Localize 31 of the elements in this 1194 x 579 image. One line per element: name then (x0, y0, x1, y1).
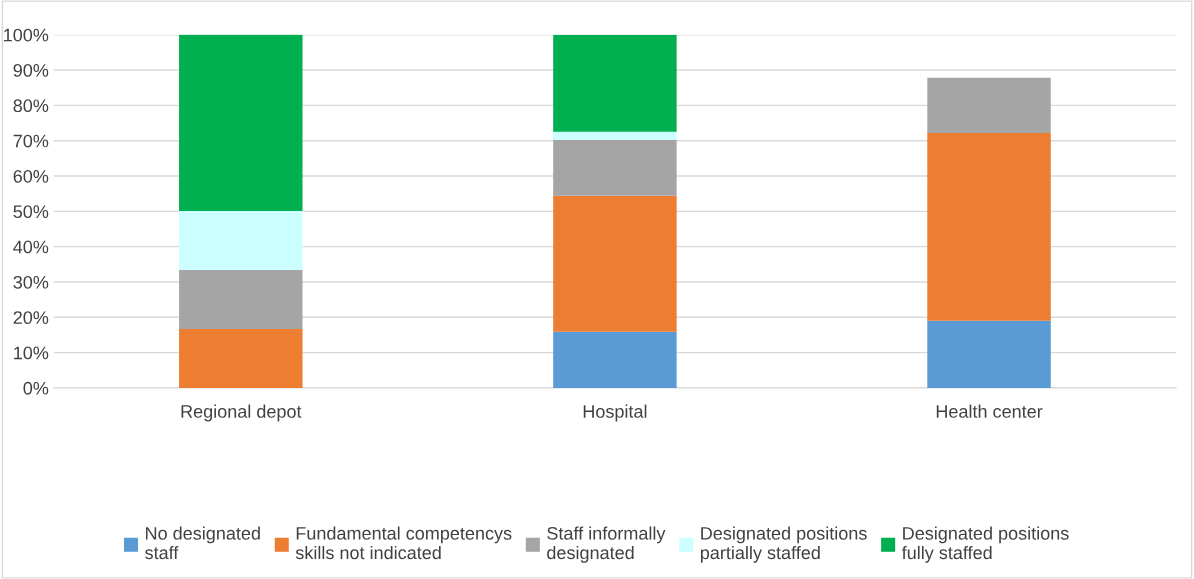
y-tick-label: 20% (13, 311, 49, 325)
y-tick-label: 10% (14, 346, 49, 360)
y-tick-label: 70% (13, 134, 49, 148)
x-tick-label: Hospital (583, 404, 647, 422)
y-tick-label: 80% (13, 99, 49, 113)
bar (927, 320, 1051, 388)
x-tick-label: Health center (936, 404, 1043, 418)
y-tick-label: 40% (13, 240, 49, 254)
bar (179, 34, 303, 211)
y-tick-label: 30% (13, 275, 49, 289)
y-tick-label: 60% (13, 169, 49, 183)
bar (179, 328, 303, 388)
bar (553, 34, 677, 132)
legend-label: No designated staff (145, 526, 260, 560)
legend-label: Designated positions partially staffed (700, 526, 867, 563)
bar (553, 331, 677, 388)
bar (927, 132, 1051, 321)
bar (553, 195, 677, 332)
bar (179, 210, 303, 270)
legend-label: Fundamental competencys skills not indicated (295, 526, 512, 560)
bar (553, 131, 677, 140)
y-tick-label: 0% (23, 381, 49, 395)
bar (553, 139, 677, 196)
y-tick-label: 100% (4, 28, 49, 42)
y-tick-label: 50% (13, 205, 49, 219)
x-tick-label: Regional depot (181, 404, 302, 422)
y-tick-label: 90% (13, 63, 49, 77)
bar (179, 269, 303, 329)
legend-label: Designated positions fully staffed (901, 526, 1069, 563)
legend-label: Staff informally designated (547, 526, 666, 563)
bar (927, 77, 1051, 133)
